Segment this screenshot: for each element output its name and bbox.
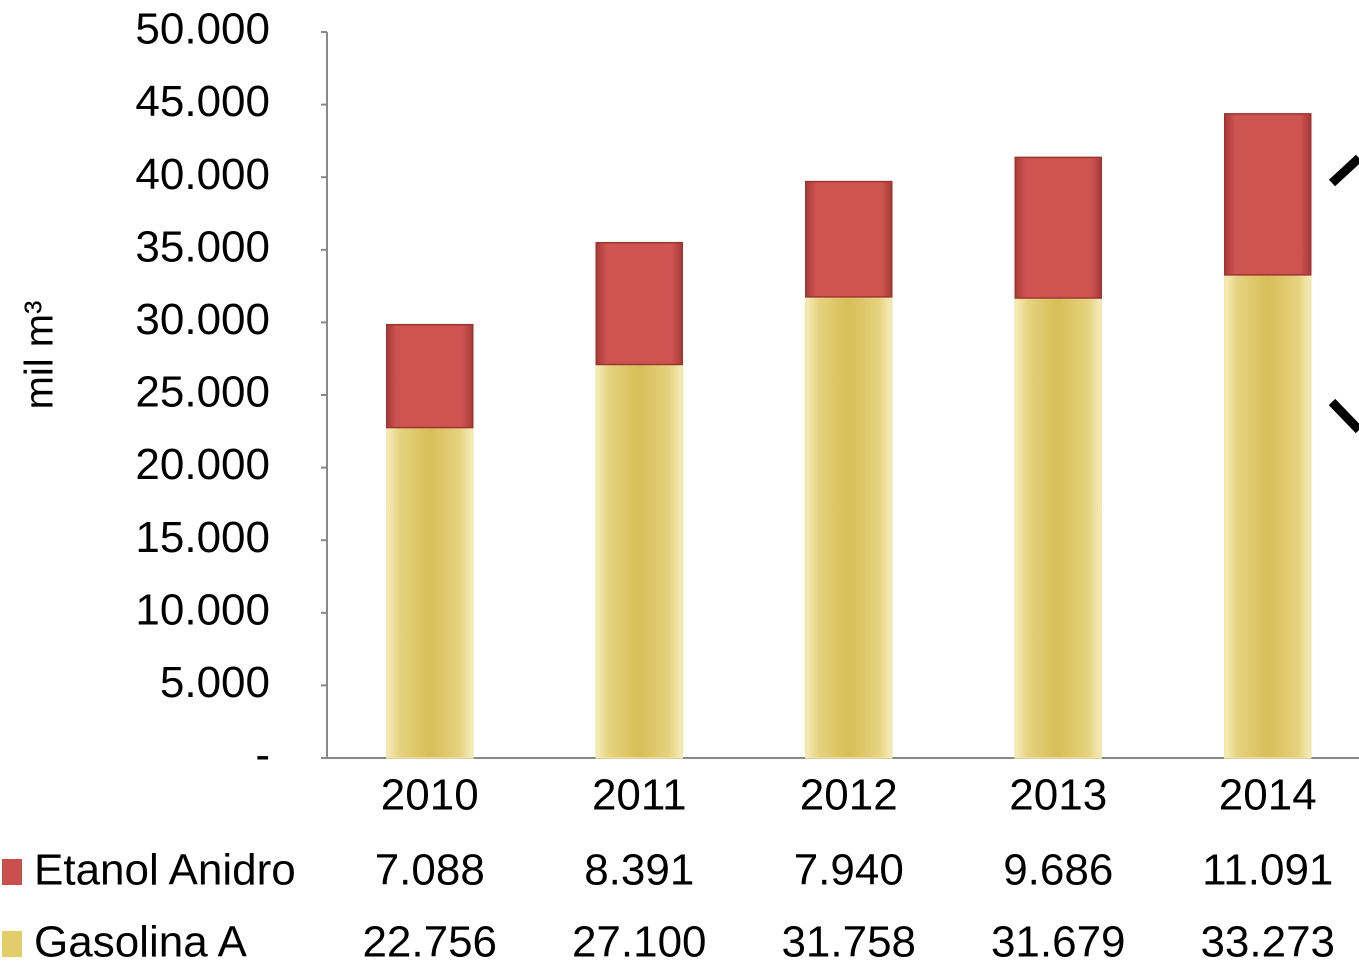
x-tick-label: 2011 [592, 771, 687, 820]
y-tick-label: 30.000 [135, 295, 270, 344]
x-tick-label: 2012 [800, 771, 898, 820]
table-value: 7.088 [375, 846, 485, 895]
legend-label: Etanol Anidro [34, 846, 296, 895]
bar-segment [595, 363, 683, 759]
y-tick-label: 10.000 [135, 585, 270, 634]
y-axis-label: mil m³ [18, 301, 62, 410]
bar-segment [386, 323, 474, 429]
table-value: 31.758 [781, 918, 916, 967]
decoration [1328, 398, 1359, 434]
legend-marker [2, 931, 22, 957]
x-tick-label: 2014 [1219, 771, 1317, 820]
x-tick-label: 2013 [1009, 771, 1107, 820]
y-tick-label: 15.000 [135, 513, 270, 562]
bar-segment [1014, 297, 1102, 759]
table-value: 11.091 [1202, 846, 1333, 895]
bar-segment [1224, 274, 1312, 759]
y-tick-label: 20.000 [135, 440, 270, 489]
y-tick-label: - [255, 731, 270, 780]
bar-segment [1014, 156, 1102, 299]
y-tick-label: 25.000 [135, 368, 270, 417]
y-tick-label: 40.000 [135, 150, 270, 199]
bar-segment [386, 426, 474, 759]
table-value: 31.679 [991, 918, 1126, 967]
bar-segment [805, 296, 893, 759]
x-tick-label: 2010 [381, 771, 479, 820]
y-tick-label: 50.000 [135, 5, 270, 54]
y-tick-label: 45.000 [135, 77, 270, 126]
bar-segment [1224, 113, 1312, 276]
table-value: 9.686 [1003, 846, 1113, 895]
bar-segment [595, 241, 683, 366]
y-tick-label: 5.000 [160, 658, 270, 707]
y-tick-label: 35.000 [135, 222, 270, 271]
legend-label: Gasolina A [34, 918, 247, 967]
table-value: 7.940 [794, 846, 904, 895]
decoration [1328, 154, 1359, 187]
legend-marker [2, 859, 22, 885]
table-value: 22.756 [362, 918, 497, 967]
bar-segment [805, 180, 893, 298]
table-value: 8.391 [584, 846, 694, 895]
table-value: 33.273 [1200, 918, 1335, 967]
table-value: 27.100 [572, 918, 707, 967]
